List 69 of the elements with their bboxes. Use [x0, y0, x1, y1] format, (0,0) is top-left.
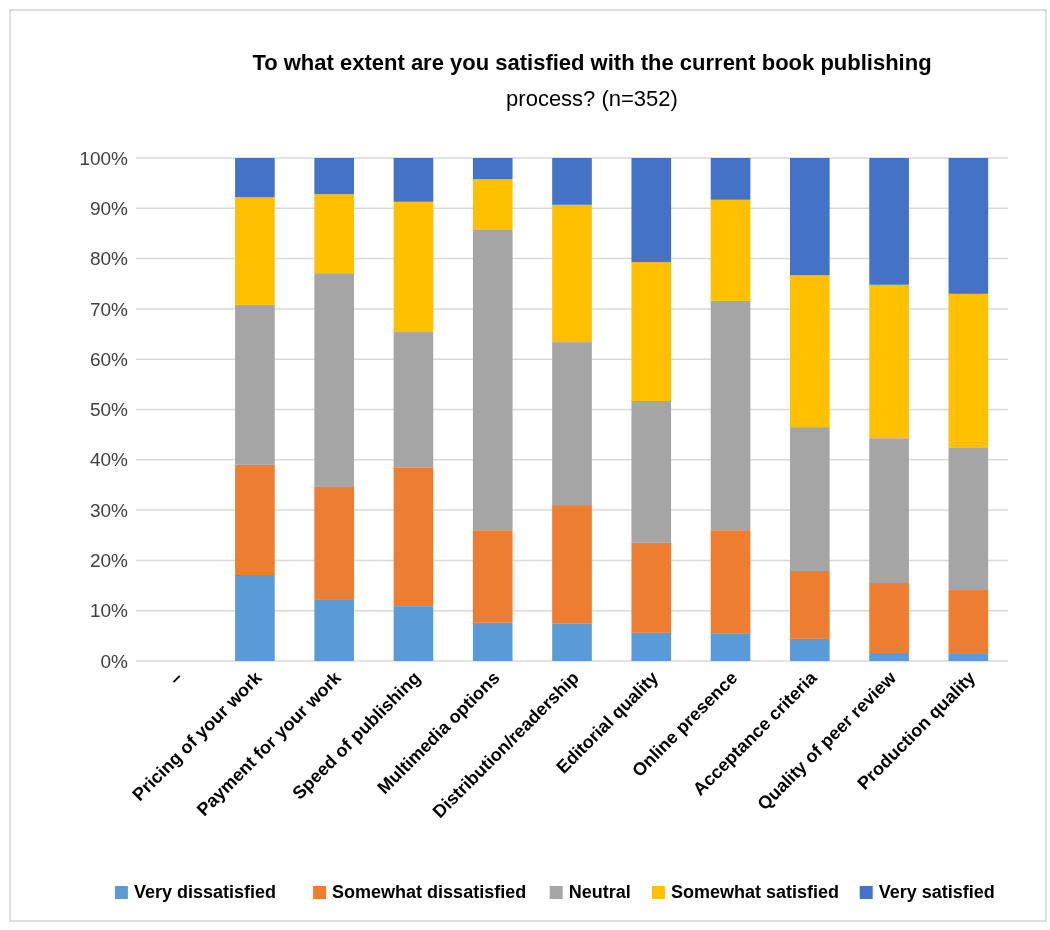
bar: [869, 158, 909, 285]
bar: [235, 574, 275, 661]
chart-title: To what extent are you satisfied with the current book publishing: [252, 50, 932, 75]
chart-subtitle: process? (n=352): [506, 86, 678, 111]
bar: [472, 622, 513, 661]
y-tick-label: 70%: [89, 298, 129, 320]
bar: [314, 194, 354, 274]
bar: [393, 158, 434, 202]
y-tick-label: 90%: [89, 197, 129, 219]
bar: [552, 342, 592, 506]
bar: [314, 486, 354, 600]
legend-label: Very satisfied: [878, 882, 995, 902]
x-tick-label: –: [165, 667, 187, 689]
y-tick-label: 40%: [89, 449, 129, 471]
bar: [472, 229, 513, 531]
bar: [235, 304, 275, 465]
bar: [790, 275, 830, 428]
bar: [710, 633, 751, 661]
bar: [790, 427, 830, 571]
bar: [790, 638, 830, 661]
bar: [948, 590, 989, 654]
bar: [710, 530, 751, 634]
bar: [393, 332, 434, 468]
bar: [710, 300, 751, 531]
bar: [552, 204, 592, 343]
y-tick-label: 10%: [89, 600, 129, 622]
bar: [472, 530, 513, 623]
bar: [393, 606, 434, 661]
legend-label: Somewhat satisfied: [670, 882, 839, 902]
bar: [948, 653, 989, 661]
bar: [393, 201, 434, 333]
bar: [631, 632, 672, 661]
bar: [235, 158, 275, 198]
bar: [790, 158, 830, 276]
bar: [552, 623, 592, 661]
bar: [314, 158, 354, 195]
bar: [631, 262, 672, 401]
bar: [710, 199, 751, 301]
y-tick-label: 50%: [89, 399, 129, 421]
bar: [869, 284, 909, 439]
bar: [948, 447, 989, 591]
y-tick-label: 20%: [89, 550, 129, 572]
legend-label: Very dissatisfied: [133, 882, 276, 902]
bar: [631, 158, 672, 263]
bar: [235, 464, 275, 575]
bar: [948, 158, 989, 294]
y-tick-label: 80%: [89, 248, 129, 270]
bar: [314, 599, 354, 661]
bar: [552, 158, 592, 205]
bar: [869, 438, 909, 584]
bar: [869, 652, 909, 661]
y-tick-label: 60%: [89, 348, 129, 370]
bar: [869, 583, 909, 653]
bar: [790, 570, 830, 639]
legend-label: Neutral: [568, 882, 631, 902]
bar: [393, 467, 434, 607]
bar: [552, 505, 592, 624]
bar: [314, 273, 354, 487]
y-tick-label: 30%: [89, 499, 129, 521]
bar: [631, 400, 672, 543]
bar: [710, 158, 751, 200]
y-tick-label: 0%: [100, 650, 129, 672]
legend-label: Somewhat dissatisfied: [332, 882, 527, 902]
bar: [948, 293, 989, 448]
y-tick-label: 100%: [79, 147, 129, 169]
bar: [631, 542, 672, 633]
bar: [235, 197, 275, 305]
bar: [472, 179, 513, 230]
bar: [472, 158, 513, 180]
